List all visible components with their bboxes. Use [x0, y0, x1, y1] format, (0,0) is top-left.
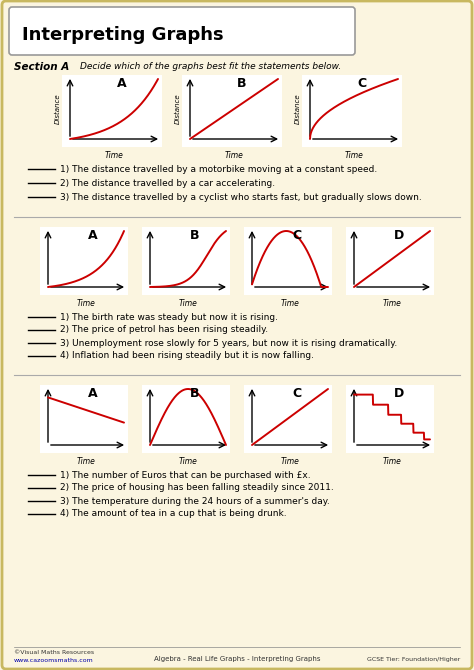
Text: www.cazoomsmaths.com: www.cazoomsmaths.com: [14, 658, 94, 663]
Text: ©Visual Maths Resources: ©Visual Maths Resources: [14, 650, 94, 655]
Text: 1) The number of Euros that can be purchased with £x.: 1) The number of Euros that can be purch…: [60, 470, 310, 480]
Text: Time: Time: [77, 457, 95, 466]
Text: 3) The distance travelled by a cyclist who starts fast, but gradually slows down: 3) The distance travelled by a cyclist w…: [60, 192, 422, 202]
Text: B: B: [190, 229, 200, 242]
Bar: [182, 75, 282, 147]
Text: B: B: [237, 77, 247, 90]
Bar: [244, 385, 332, 453]
Text: 2) The price of housing has been falling steadily since 2011.: 2) The price of housing has been falling…: [60, 484, 334, 492]
Text: Time: Time: [281, 299, 300, 308]
Bar: [142, 385, 230, 453]
Text: A: A: [88, 387, 98, 400]
Text: Distance: Distance: [175, 94, 181, 125]
Bar: [346, 385, 434, 453]
Text: Decide which of the graphs best fit the statements below.: Decide which of the graphs best fit the …: [80, 62, 341, 71]
Bar: [40, 227, 128, 295]
Text: D: D: [394, 387, 404, 400]
Text: A: A: [88, 229, 98, 242]
Text: Distance: Distance: [55, 94, 61, 125]
Bar: [62, 75, 162, 147]
Text: Time: Time: [179, 457, 198, 466]
Text: 4) Inflation had been rising steadily but it is now falling.: 4) Inflation had been rising steadily bu…: [60, 352, 314, 360]
Text: C: C: [292, 387, 301, 400]
Text: Time: Time: [225, 151, 244, 160]
Text: Time: Time: [281, 457, 300, 466]
Text: Time: Time: [77, 299, 95, 308]
Bar: [346, 227, 434, 295]
Text: Section A: Section A: [14, 62, 69, 72]
Text: 2) The price of petrol has been rising steadily.: 2) The price of petrol has been rising s…: [60, 326, 268, 334]
Text: 1) The birth rate was steady but now it is rising.: 1) The birth rate was steady but now it …: [60, 312, 278, 322]
Text: Time: Time: [383, 457, 401, 466]
Text: Distance: Distance: [295, 94, 301, 125]
Text: A: A: [117, 77, 127, 90]
Bar: [244, 227, 332, 295]
Text: C: C: [357, 77, 366, 90]
Text: 1) The distance travelled by a motorbike moving at a constant speed.: 1) The distance travelled by a motorbike…: [60, 165, 377, 174]
Text: Interpreting Graphs: Interpreting Graphs: [22, 26, 224, 44]
Text: GCSE Tier: Foundation/Higher: GCSE Tier: Foundation/Higher: [367, 657, 460, 661]
Bar: [142, 227, 230, 295]
Text: D: D: [394, 229, 404, 242]
Text: 4) The amount of tea in a cup that is being drunk.: 4) The amount of tea in a cup that is be…: [60, 509, 287, 519]
Text: 3) The temperature during the 24 hours of a summer's day.: 3) The temperature during the 24 hours o…: [60, 496, 330, 505]
Bar: [302, 75, 402, 147]
Bar: [40, 385, 128, 453]
Text: C: C: [292, 229, 301, 242]
Text: Algebra - Real Life Graphs - Interpreting Graphs: Algebra - Real Life Graphs - Interpretin…: [154, 656, 320, 662]
FancyBboxPatch shape: [9, 7, 355, 55]
Text: Time: Time: [179, 299, 198, 308]
Text: B: B: [190, 387, 200, 400]
Text: Time: Time: [383, 299, 401, 308]
Text: Time: Time: [105, 151, 123, 160]
Text: 2) The distance travelled by a car accelerating.: 2) The distance travelled by a car accel…: [60, 178, 275, 188]
Text: 3) Unemployment rose slowly for 5 years, but now it is rising dramatically.: 3) Unemployment rose slowly for 5 years,…: [60, 338, 397, 348]
Text: Time: Time: [345, 151, 364, 160]
